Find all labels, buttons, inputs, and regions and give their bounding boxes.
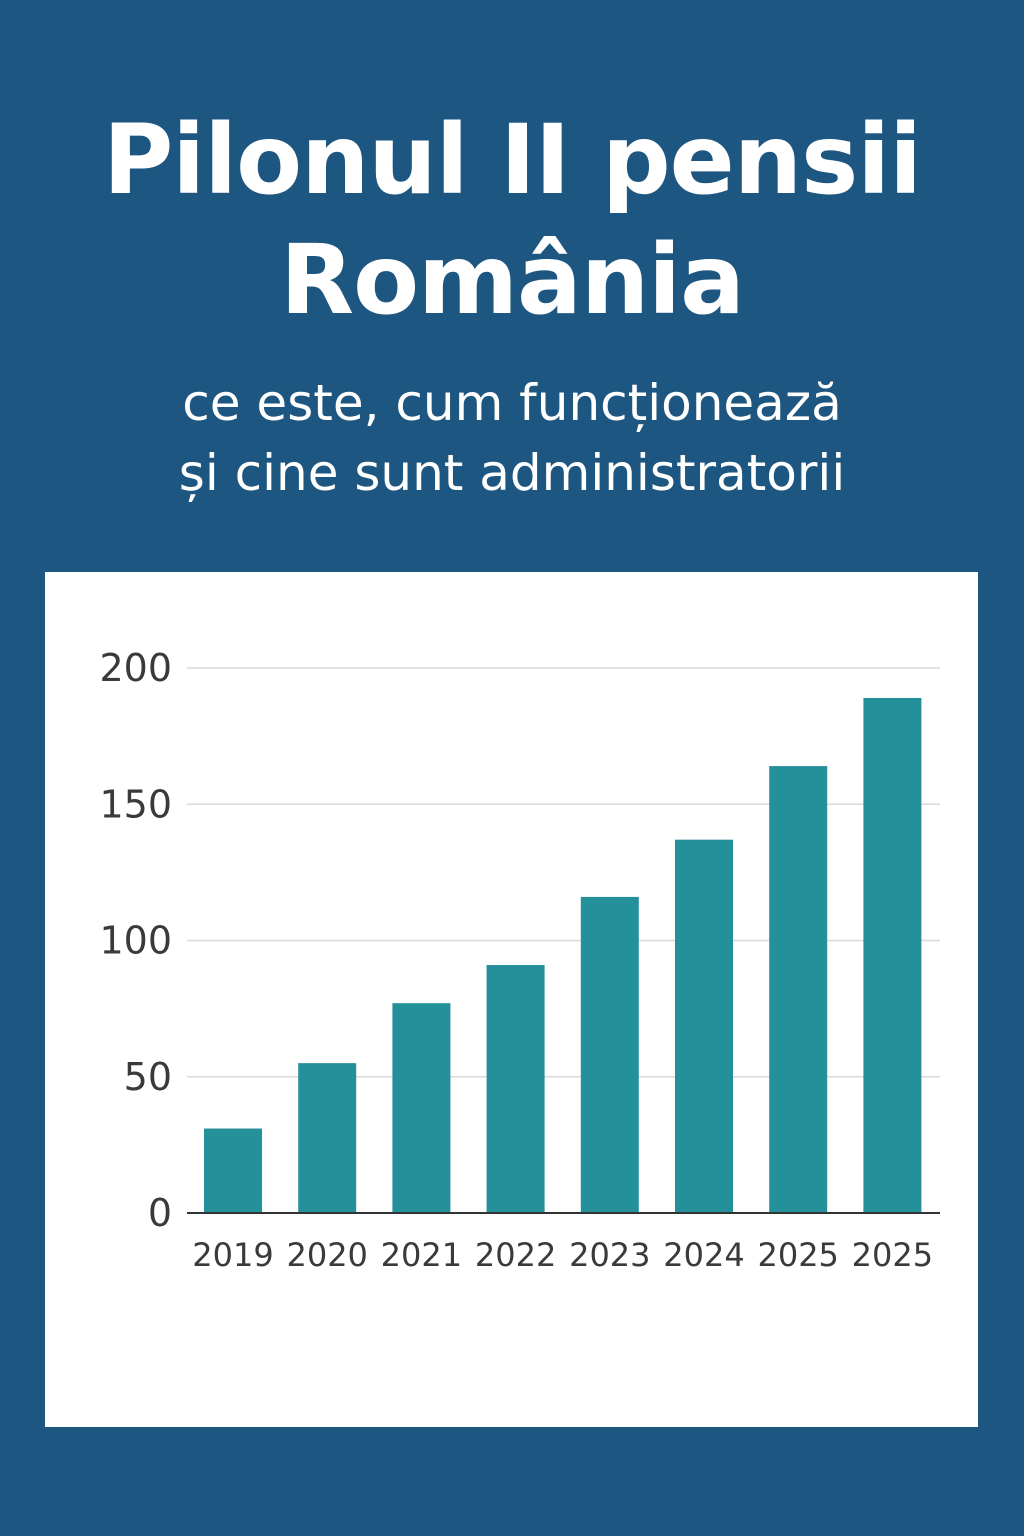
subtitle-line-1: ce este, cum funcționează (182, 374, 842, 432)
x-tick-label-2: 2021 (381, 1236, 462, 1274)
bar-4 (580, 896, 639, 1213)
bar-1 (298, 1063, 357, 1213)
y-tick-label-50: 50 (124, 1055, 172, 1099)
page-title: Pilonul II pensii România (0, 100, 1024, 340)
y-tick-label-0: 0 (148, 1191, 172, 1235)
bar-6 (769, 766, 828, 1213)
title-line-1: Pilonul II pensii (102, 104, 922, 216)
bar-0 (204, 1128, 262, 1213)
chart-panel: 0 50 100 150 200 2019 2020 2021 2022 2023 2024 202… (45, 572, 978, 1427)
x-tick-label-0: 2019 (192, 1236, 273, 1274)
x-tick-label-6: 2025 (757, 1236, 838, 1274)
bar-7 (863, 697, 922, 1213)
bars (204, 697, 922, 1213)
subtitle-line-2: și cine sunt administratorii (178, 444, 846, 502)
y-tick-label-200: 200 (99, 646, 172, 690)
x-tick-label-3: 2022 (475, 1236, 556, 1274)
x-axis-ticks: 2019 2020 2021 2022 2023 2024 2025 2025 (192, 1236, 933, 1274)
bar-3 (486, 965, 545, 1213)
title-line-2: România (280, 224, 745, 336)
x-tick-label-1: 2020 (286, 1236, 367, 1274)
x-tick-label-5: 2024 (663, 1236, 744, 1274)
page-subtitle: ce este, cum funcționează și cine sunt a… (0, 368, 1024, 508)
bar-5 (675, 839, 733, 1213)
bar-chart: 0 50 100 150 200 2019 2020 2021 2022 2023 2024 202… (99, 646, 940, 1274)
y-axis-ticks: 0 50 100 150 200 (99, 646, 172, 1235)
x-tick-label-4: 2023 (569, 1236, 650, 1274)
x-tick-label-7: 2025 (852, 1236, 933, 1274)
y-tick-label-100: 100 (99, 919, 172, 963)
bar-2 (392, 1003, 451, 1213)
y-tick-label-150: 150 (99, 782, 172, 826)
